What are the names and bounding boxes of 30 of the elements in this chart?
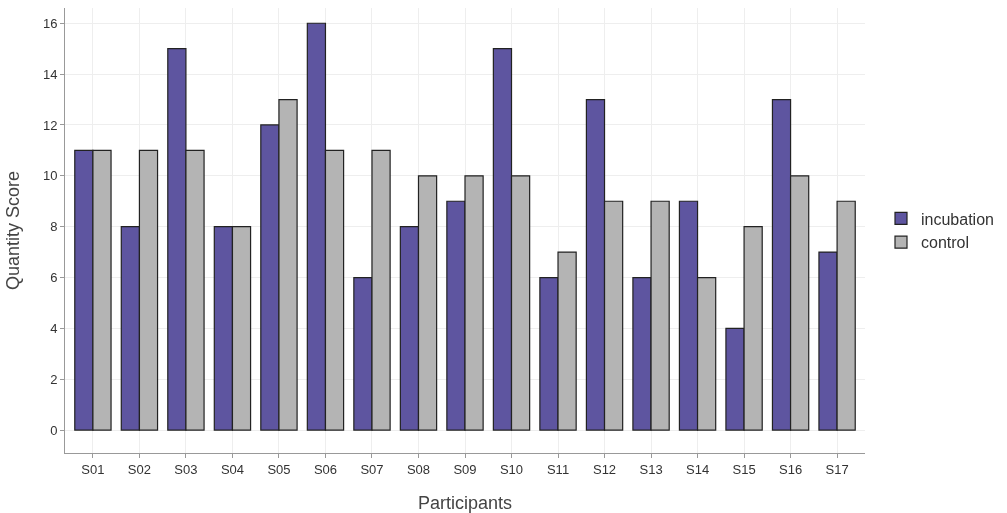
y-tick-label: 12 <box>42 117 58 133</box>
x-tick-label: S01 <box>81 461 105 477</box>
y-tick-label: 0 <box>50 422 58 438</box>
x-tick-label: S09 <box>453 461 477 477</box>
x-tick-label: S02 <box>127 461 151 477</box>
x-tick-label: S15 <box>732 461 756 477</box>
legend-label: incubation <box>921 210 994 228</box>
y-axis-title: Quantity Score <box>3 170 23 291</box>
y-tick-label: 2 <box>50 371 58 387</box>
x-tick-label: S03 <box>174 461 198 477</box>
x-tick-label: S08 <box>406 461 431 477</box>
x-axis-title: Participants <box>417 493 513 513</box>
y-tick-label: 10 <box>42 168 58 184</box>
x-tick-label: S12 <box>592 461 617 477</box>
x-tick-label: S05 <box>267 461 291 477</box>
y-tick-label: 8 <box>50 219 58 235</box>
x-tick-label: S16 <box>779 461 803 477</box>
y-tick-label: 4 <box>50 320 58 336</box>
x-tick-label: S14 <box>685 461 710 477</box>
x-tick-label: S17 <box>825 461 849 477</box>
x-tick-label: S10 <box>499 461 524 477</box>
x-tick-label: S11 <box>546 461 570 477</box>
y-tick-label: 14 <box>42 66 58 82</box>
y-tick-label: 16 <box>42 15 58 31</box>
legend-label: control <box>921 234 970 252</box>
x-tick-label: S07 <box>360 461 384 477</box>
x-tick-label: S04 <box>220 461 245 477</box>
x-tick-label: S06 <box>313 461 338 477</box>
x-tick-label: S13 <box>639 461 663 477</box>
y-tick-label: 6 <box>50 270 58 286</box>
